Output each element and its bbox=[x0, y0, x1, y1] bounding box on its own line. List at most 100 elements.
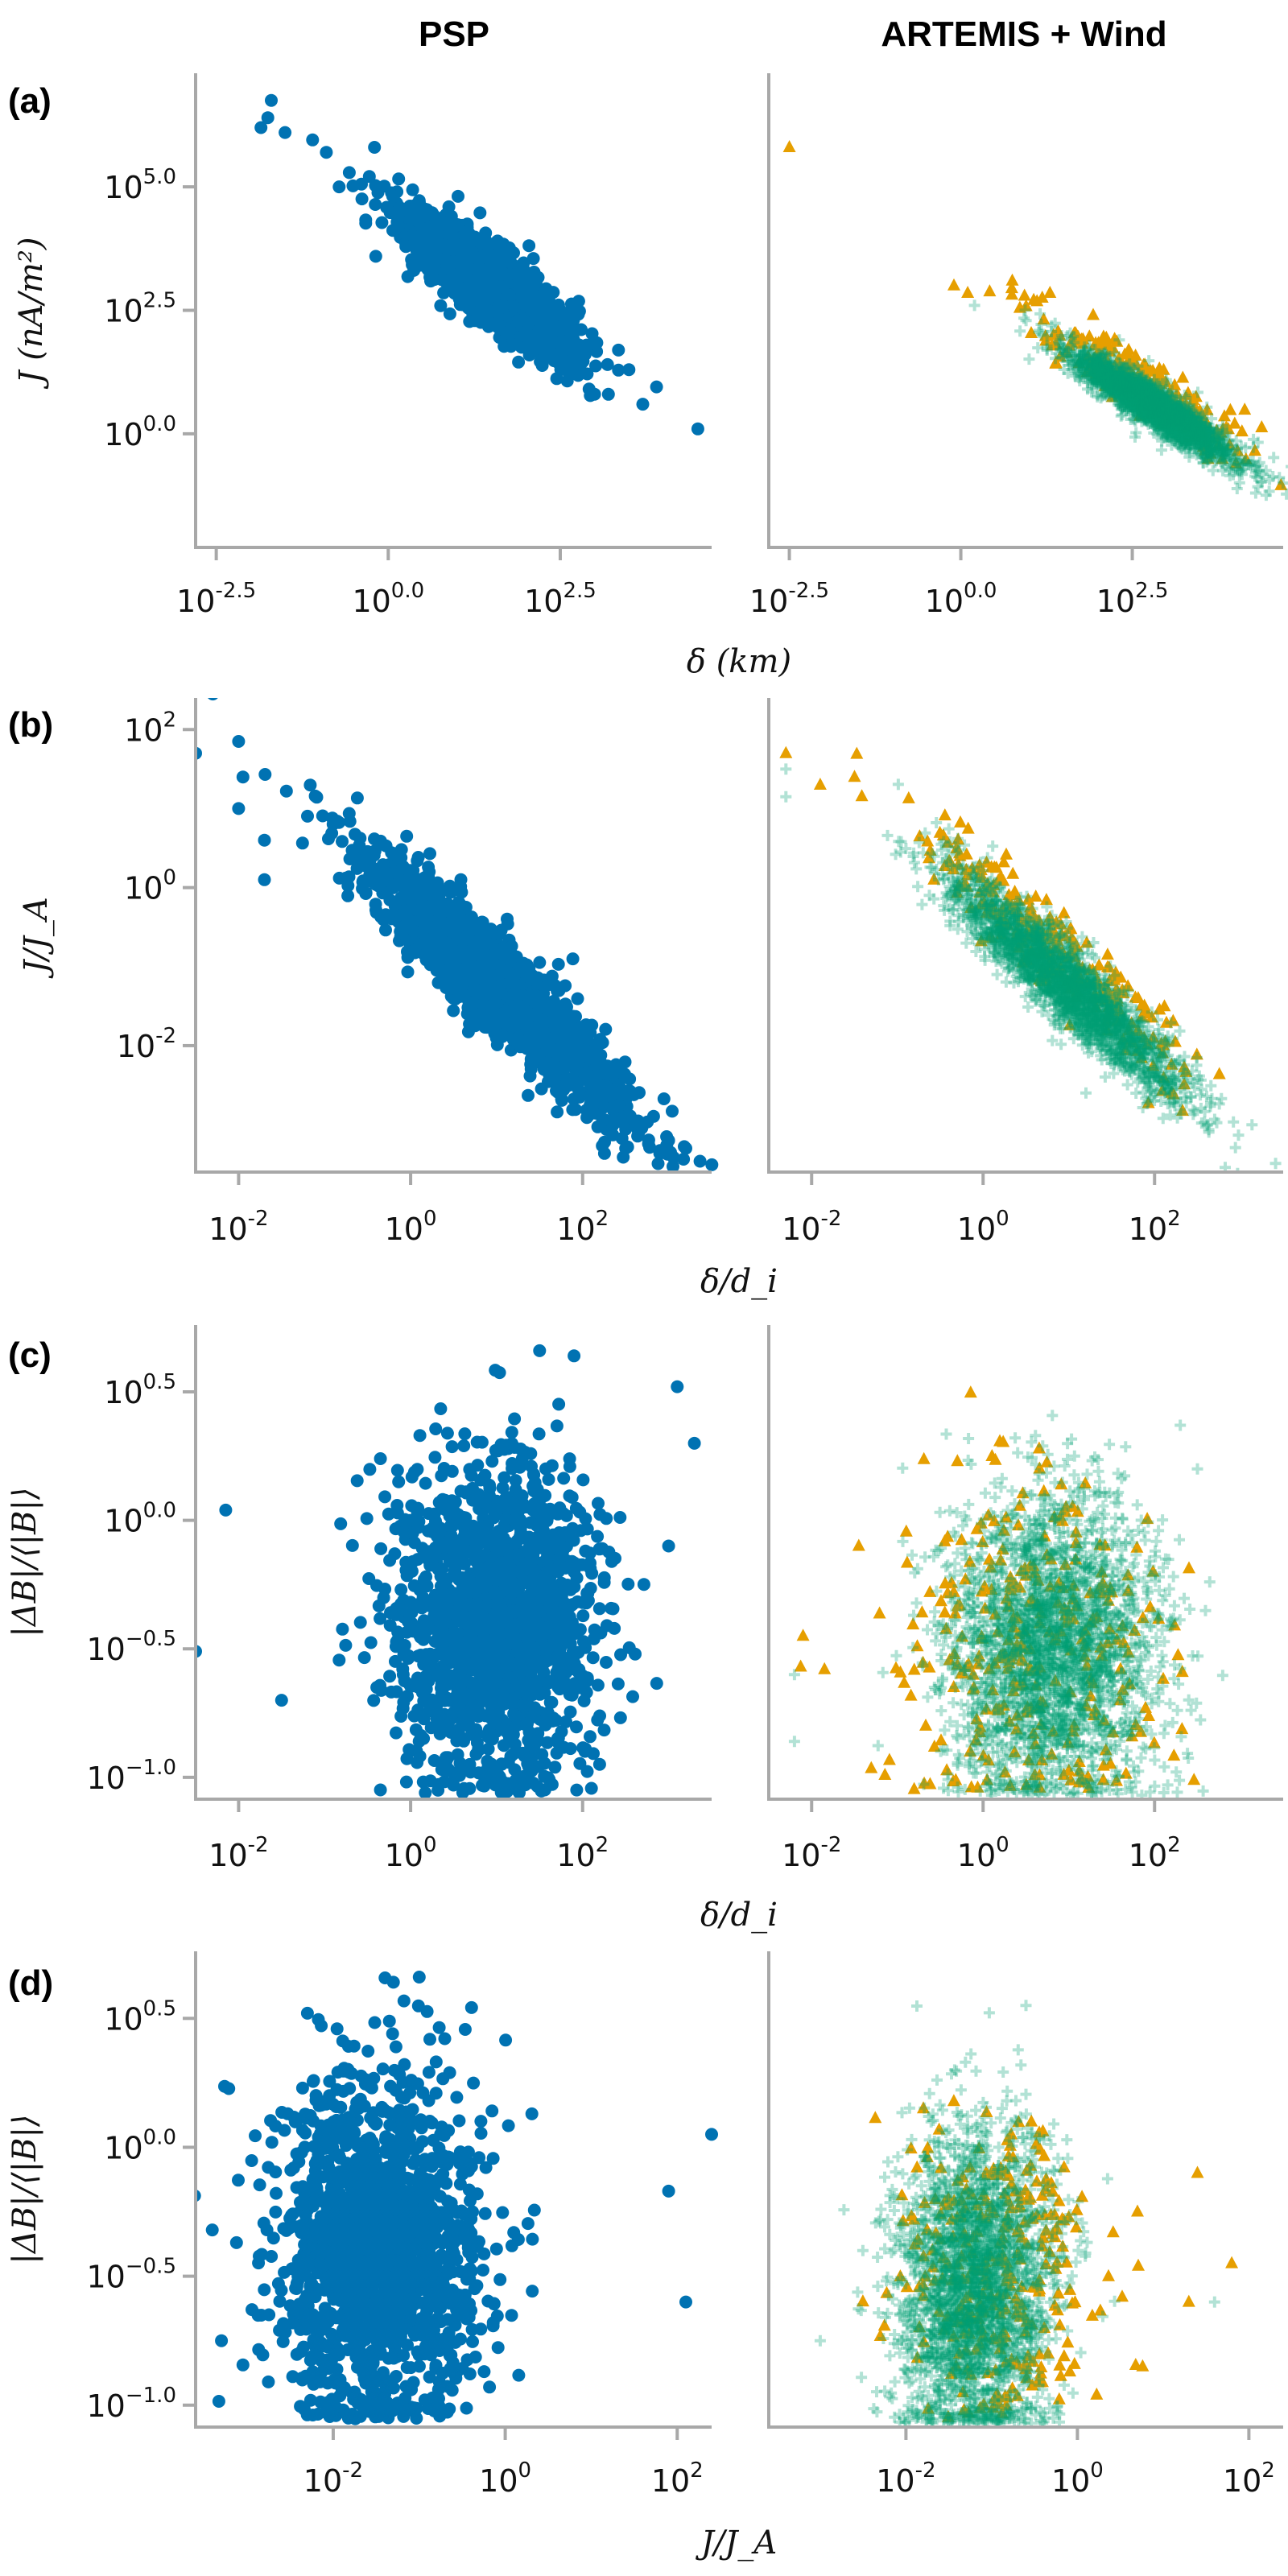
wind-point bbox=[1075, 368, 1088, 380]
wind-point bbox=[1138, 402, 1150, 414]
wind-point bbox=[1122, 387, 1134, 399]
wind-point bbox=[1245, 459, 1257, 471]
wind-point bbox=[1124, 382, 1136, 394]
artemis-point bbox=[1159, 374, 1173, 387]
psp-point bbox=[303, 778, 317, 792]
wind-point bbox=[1099, 357, 1111, 369]
wind-point bbox=[1203, 426, 1215, 438]
wind-point bbox=[1121, 405, 1133, 416]
wind-point bbox=[1114, 394, 1125, 407]
wind-point bbox=[1147, 411, 1159, 423]
psp-point bbox=[646, 1109, 660, 1123]
wind-point bbox=[1193, 433, 1205, 444]
wind-point bbox=[1121, 362, 1133, 374]
wind-point bbox=[1118, 376, 1130, 388]
wind-point bbox=[1159, 418, 1171, 430]
wind-point bbox=[1172, 439, 1184, 451]
wind-point bbox=[1148, 390, 1160, 402]
wind-point bbox=[1088, 353, 1100, 365]
wind-point bbox=[1167, 398, 1179, 411]
wind-point bbox=[1150, 393, 1162, 405]
psp-point bbox=[443, 307, 456, 320]
wind-point bbox=[1100, 378, 1112, 390]
wind-point bbox=[1161, 415, 1173, 427]
wind-point bbox=[1157, 419, 1169, 431]
wind-point bbox=[1176, 423, 1188, 435]
wind-point bbox=[1183, 423, 1194, 435]
wind-point bbox=[1119, 386, 1130, 398]
wind-point bbox=[1088, 366, 1100, 378]
wind-point bbox=[1125, 400, 1137, 412]
psp-point bbox=[693, 1154, 707, 1168]
wind-point bbox=[1092, 391, 1104, 402]
wind-point bbox=[1084, 340, 1096, 352]
psp-point bbox=[657, 1092, 671, 1105]
wind-point bbox=[1120, 386, 1132, 398]
artemis-point bbox=[1069, 326, 1083, 338]
wind-point bbox=[1133, 394, 1146, 406]
wind-point bbox=[1120, 381, 1132, 393]
wind-point bbox=[1097, 369, 1108, 382]
wind-point bbox=[1094, 353, 1106, 365]
wind-point bbox=[1096, 380, 1108, 391]
wind-point bbox=[1095, 365, 1107, 377]
wind-point bbox=[1148, 404, 1160, 416]
wind-point bbox=[1214, 434, 1226, 446]
wind-point bbox=[1108, 366, 1121, 378]
wind-point bbox=[1180, 431, 1192, 443]
wind-point bbox=[1200, 433, 1212, 445]
psp-point bbox=[529, 275, 543, 289]
wind-point bbox=[1113, 385, 1125, 397]
wind-point bbox=[1135, 398, 1146, 410]
wind-point bbox=[1092, 357, 1104, 369]
wind-point bbox=[1142, 402, 1154, 415]
wind-point bbox=[1224, 448, 1236, 460]
wind-point bbox=[1102, 361, 1114, 373]
wind-point bbox=[1095, 359, 1107, 371]
wind-point bbox=[1088, 374, 1100, 386]
wind-point bbox=[1226, 461, 1238, 473]
wind-point bbox=[1065, 339, 1076, 351]
wind-point bbox=[1166, 409, 1177, 421]
wind-point bbox=[1172, 406, 1184, 418]
wind-point bbox=[1183, 438, 1195, 450]
artemis-point bbox=[1089, 336, 1103, 349]
wind-point bbox=[1086, 361, 1098, 373]
wind-point bbox=[1110, 383, 1122, 395]
wind-point bbox=[1173, 421, 1185, 433]
wind-point bbox=[1158, 386, 1169, 398]
wind-point bbox=[1181, 431, 1193, 444]
wind-point bbox=[1216, 442, 1228, 454]
wind-point bbox=[1185, 411, 1197, 423]
wind-point bbox=[1152, 411, 1163, 423]
wind-point bbox=[1148, 414, 1160, 426]
wind-point bbox=[1104, 386, 1117, 398]
wind-point bbox=[1163, 423, 1175, 436]
wind-point bbox=[1150, 393, 1162, 405]
artemis-point bbox=[1158, 410, 1171, 423]
wind-point bbox=[1169, 407, 1181, 419]
psp-point bbox=[425, 206, 439, 220]
wind-point bbox=[1144, 399, 1156, 411]
wind-point bbox=[1143, 400, 1155, 412]
wind-point bbox=[1204, 423, 1216, 435]
wind-point bbox=[1130, 390, 1142, 401]
wind-point bbox=[1153, 408, 1165, 420]
wind-point bbox=[1166, 400, 1178, 411]
wind-point bbox=[1079, 349, 1091, 361]
wind-point bbox=[1128, 386, 1140, 398]
wind-point bbox=[1121, 387, 1133, 399]
wind-point bbox=[1201, 440, 1213, 452]
artemis-point bbox=[1005, 287, 1018, 300]
wind-point bbox=[1162, 404, 1174, 416]
wind-point bbox=[1160, 414, 1172, 426]
wind-point bbox=[1122, 371, 1134, 383]
wind-point bbox=[1115, 399, 1126, 411]
wind-point bbox=[1217, 427, 1229, 439]
wind-point bbox=[1209, 427, 1221, 439]
wind-point bbox=[1165, 408, 1177, 420]
wind-point bbox=[1126, 397, 1138, 409]
wind-point bbox=[1178, 421, 1190, 433]
wind-point bbox=[1179, 415, 1191, 427]
psp-point bbox=[480, 303, 493, 316]
